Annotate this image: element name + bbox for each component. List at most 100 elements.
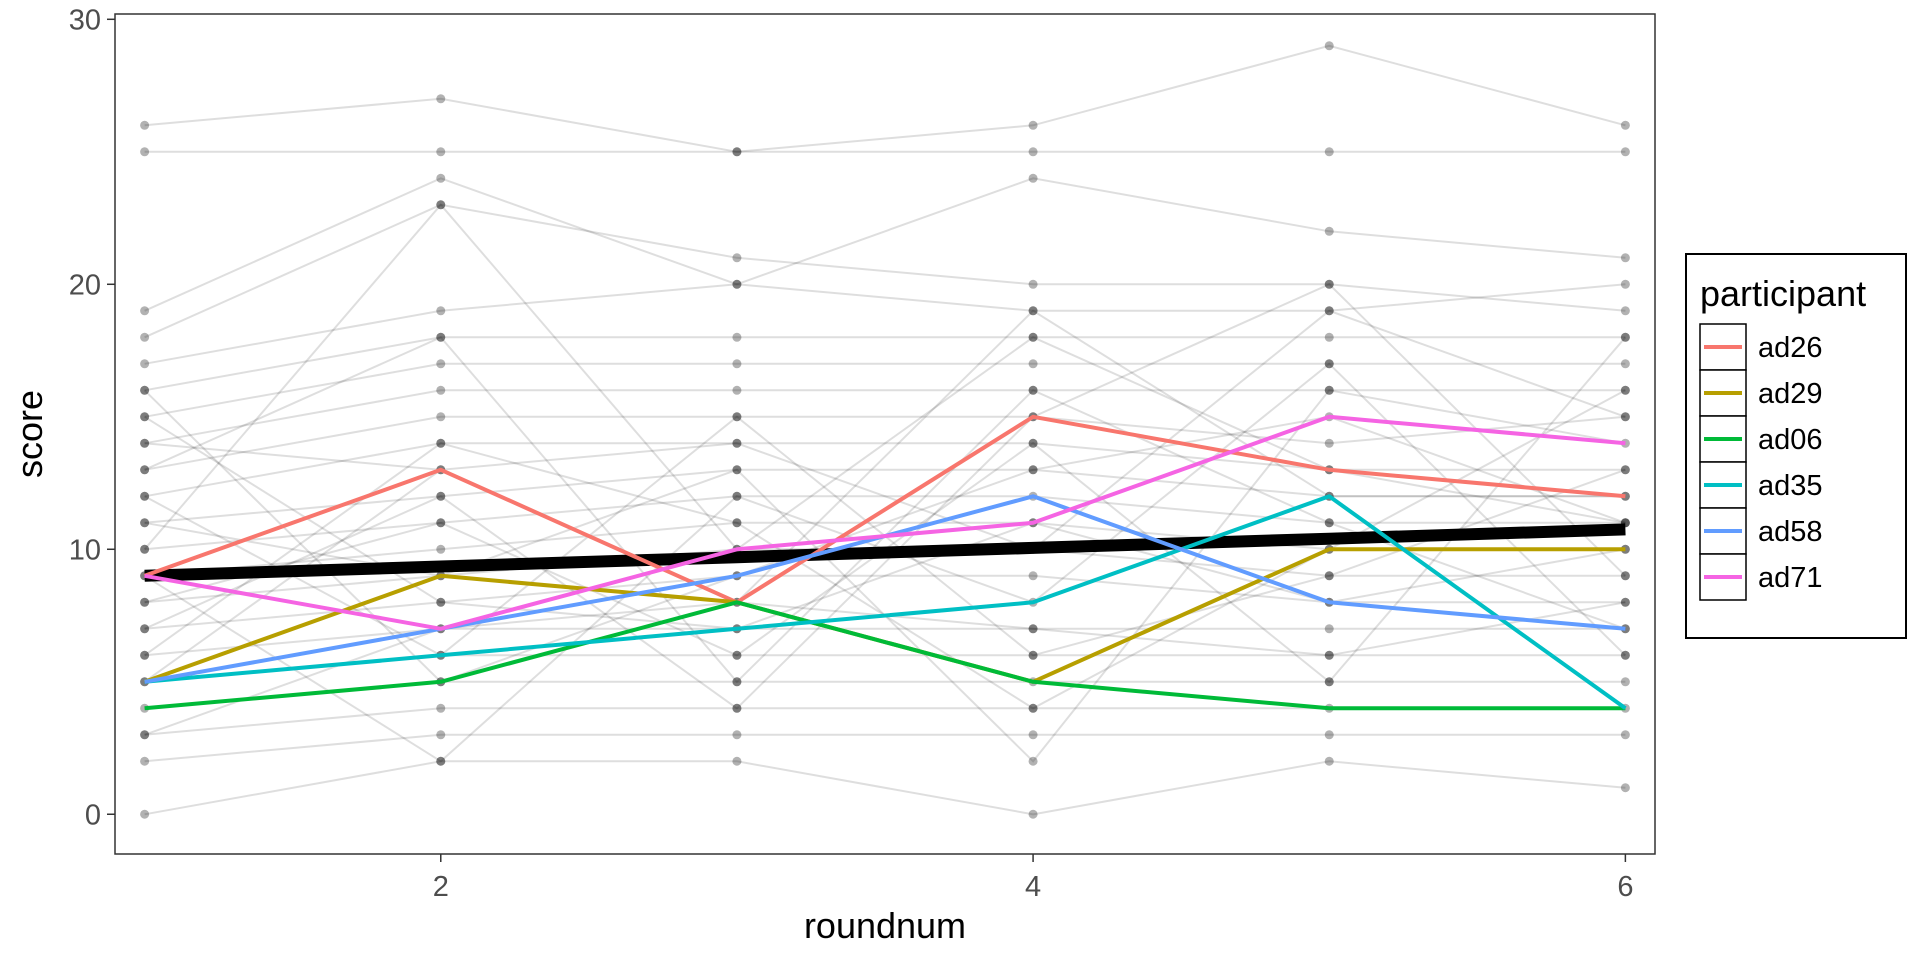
background-data-point (436, 306, 446, 316)
background-data-point (436, 756, 446, 766)
legend-label-ad26: ad26 (1758, 332, 1823, 364)
background-data-point (1324, 359, 1334, 369)
background-data-point (732, 253, 742, 263)
background-data-point (1620, 650, 1630, 660)
series-line-ad06 (144, 600, 1626, 711)
background-series-line (144, 309, 1626, 604)
background-data-point (140, 597, 150, 607)
background-data-point (1620, 465, 1630, 475)
background-data-point (1028, 173, 1038, 183)
background-data-point (436, 703, 446, 713)
background-data-point (436, 756, 446, 766)
background-data-point (1028, 332, 1038, 342)
background-data-point (436, 200, 446, 210)
legend-label-ad29: ad29 (1758, 378, 1823, 410)
background-data-point (1620, 147, 1630, 157)
background-data-point (732, 491, 742, 501)
background-data-point (1324, 730, 1334, 740)
background-data-point (732, 677, 742, 687)
background-data-point (436, 173, 446, 183)
background-data-point (732, 385, 742, 395)
background-data-point (1324, 571, 1334, 581)
x-axis-title: roundnum (804, 905, 966, 946)
background-data-point (436, 332, 446, 342)
background-data-point (1620, 571, 1630, 581)
background-data-point (1620, 332, 1630, 342)
background-data-point (1620, 120, 1630, 130)
background-series-line (143, 389, 1626, 683)
background-data-point (732, 703, 742, 713)
background-data-point (1324, 438, 1334, 448)
background-data-point (140, 465, 150, 475)
background-data-point (1028, 306, 1038, 316)
background-data-point (1324, 650, 1334, 660)
background-data-point (140, 359, 150, 369)
background-data-point (1620, 571, 1630, 581)
background-data-point (1028, 624, 1038, 634)
background-data-point (1028, 438, 1038, 448)
background-data-point (1028, 703, 1038, 713)
background-series-layer (140, 41, 1630, 819)
background-data-point (1324, 279, 1334, 289)
background-data-point (1324, 756, 1334, 766)
background-data-point (732, 730, 742, 740)
background-data-point (1324, 385, 1334, 395)
background-data-point (436, 359, 446, 369)
background-data-point (732, 465, 742, 475)
background-data-point (436, 491, 446, 501)
background-data-point (1028, 730, 1038, 740)
background-data-point (1324, 226, 1334, 236)
background-series-line (144, 415, 1626, 471)
background-series-line (144, 627, 1626, 657)
background-data-point (1324, 279, 1334, 289)
background-series-line (144, 442, 1626, 498)
background-data-point (140, 438, 150, 448)
background-data-point (1028, 650, 1038, 660)
y-tick-label: 10 (69, 534, 101, 566)
background-data-point (436, 438, 446, 448)
background-data-point (436, 597, 446, 607)
background-data-point (140, 385, 150, 395)
background-data-point (1028, 332, 1038, 342)
plot-panel-border (114, 13, 1656, 855)
background-series-line (144, 760, 1626, 816)
background-data-point (140, 624, 150, 634)
background-data-point (1620, 677, 1630, 687)
background-data-point (1324, 306, 1334, 316)
background-data-point (732, 518, 742, 528)
background-data-point (1028, 306, 1038, 316)
legend-label-ad71: ad71 (1758, 562, 1823, 594)
background-data-point (732, 279, 742, 289)
legend-label-ad06: ad06 (1758, 424, 1823, 456)
background-data-point (140, 518, 150, 528)
background-data-point (732, 491, 742, 501)
background-series-line (144, 468, 1626, 524)
background-data-point (140, 624, 150, 634)
background-data-point (1620, 597, 1630, 607)
background-data-point (436, 385, 446, 395)
background-data-point (1028, 465, 1038, 475)
background-data-point (140, 412, 150, 422)
background-data-point (732, 703, 742, 713)
background-series-line (144, 362, 1626, 418)
series-line-ad35 (144, 494, 1627, 710)
background-data-point (1028, 279, 1038, 289)
background-data-point (140, 544, 150, 554)
background-data-point (436, 491, 446, 501)
background-data-point (1620, 650, 1630, 660)
background-data-point (1620, 306, 1630, 316)
background-series-line (144, 495, 1626, 551)
background-data-point (1620, 465, 1630, 475)
background-series-line (144, 177, 1626, 312)
background-data-point (140, 597, 150, 607)
background-data-point (140, 730, 150, 740)
background-data-point (140, 465, 150, 475)
background-data-point (436, 438, 446, 448)
background-data-point (732, 279, 742, 289)
background-data-point (1620, 412, 1630, 422)
background-data-point (436, 332, 446, 342)
background-data-point (1620, 730, 1630, 740)
background-data-point (1324, 147, 1334, 157)
legend-label-ad35: ad35 (1758, 470, 1823, 502)
